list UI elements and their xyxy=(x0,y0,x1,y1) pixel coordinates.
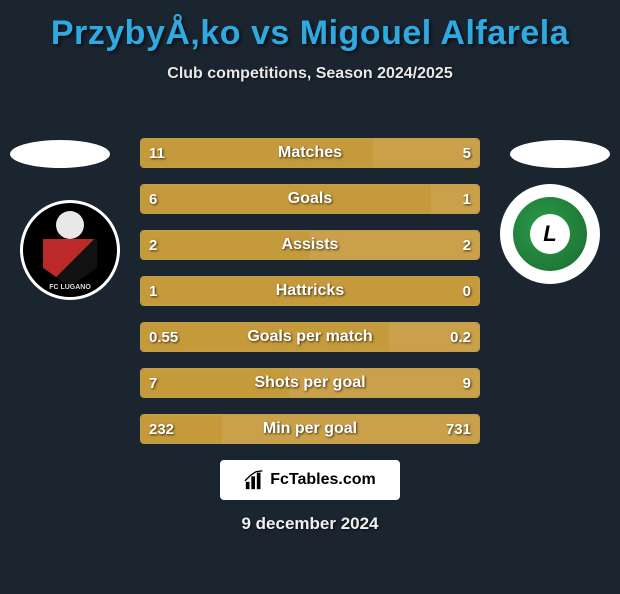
crest-right-inner: L xyxy=(513,197,587,271)
crest-left-shield xyxy=(43,239,97,287)
stat-value-right: 9 xyxy=(463,375,471,392)
fctables-text: FcTables.com xyxy=(270,471,376,489)
stat-label: Min per goal xyxy=(141,420,479,438)
stat-value-right: 1 xyxy=(463,191,471,208)
fctables-logo: FcTables.com xyxy=(220,460,400,500)
left-ellipse-decor xyxy=(10,140,110,168)
club-crest-left: FC LUGANO xyxy=(20,200,120,300)
player1-name: PrzybyÅ‚ko xyxy=(51,14,241,52)
bar-chart-icon xyxy=(244,469,266,491)
stat-label: Assists xyxy=(141,236,479,254)
stat-label: Hattricks xyxy=(141,282,479,300)
comparison-title: PrzybyÅ‚ko vs Migouel Alfarela xyxy=(0,14,620,53)
stat-value-right: 731 xyxy=(446,421,471,438)
date-label: 9 december 2024 xyxy=(0,514,620,534)
club-crest-right: L xyxy=(500,184,600,284)
stat-row: 6Goals1 xyxy=(140,184,480,214)
stat-row: 11Matches5 xyxy=(140,138,480,168)
subtitle: Club competitions, Season 2024/2025 xyxy=(0,65,620,83)
stat-value-right: 0 xyxy=(463,283,471,300)
stat-label: Goals per match xyxy=(141,328,479,346)
stat-row: 0.55Goals per match0.2 xyxy=(140,322,480,352)
stat-value-right: 2 xyxy=(463,237,471,254)
stat-row: 1Hattricks0 xyxy=(140,276,480,306)
stat-value-right: 0.2 xyxy=(450,329,471,346)
stat-value-right: 5 xyxy=(463,145,471,162)
stats-panel: 11Matches56Goals12Assists21Hattricks00.5… xyxy=(140,138,480,460)
stat-label: Shots per goal xyxy=(141,374,479,392)
player2-name: Migouel Alfarela xyxy=(300,14,569,52)
right-ellipse-decor xyxy=(510,140,610,168)
crest-right-letter: L xyxy=(530,214,570,254)
stat-label: Goals xyxy=(141,190,479,208)
crest-left-circle xyxy=(56,211,84,239)
stat-row: 7Shots per goal9 xyxy=(140,368,480,398)
stat-row: 2Assists2 xyxy=(140,230,480,260)
stat-label: Matches xyxy=(141,144,479,162)
vs-separator: vs xyxy=(251,14,290,52)
crest-left-label: FC LUGANO xyxy=(49,284,91,291)
stat-row: 232Min per goal731 xyxy=(140,414,480,444)
